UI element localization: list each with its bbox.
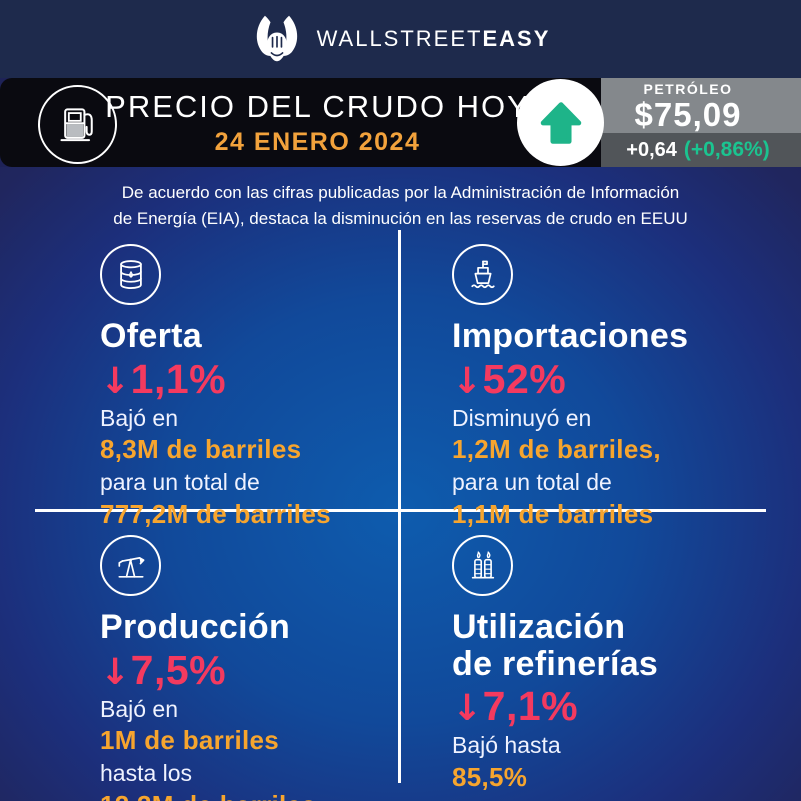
quadrant-importaciones: Importaciones ↓52% Disminuyó en 1,2M de …: [452, 244, 752, 530]
down-arrow-glyph: ↓: [100, 360, 131, 402]
up-arrow-badge: [517, 79, 604, 166]
down-arrow-glyph: ↓: [452, 688, 483, 730]
pump-jack-icon: [117, 556, 144, 578]
produccion-percent-value: 7,5%: [130, 646, 227, 693]
vertical-divider: [398, 230, 401, 783]
utilizacion-line: Bajó hasta: [452, 732, 561, 759]
utilizacion-percent-value: 7,1%: [482, 683, 579, 730]
ticker-price: $75,09: [634, 95, 742, 133]
main-content: De acuerdo con las cifras publicadas por…: [0, 167, 801, 801]
oferta-percent: ↓1,1%: [100, 355, 400, 402]
importaciones-line: para un total de: [452, 469, 612, 496]
brand-light: WALLSTREET: [316, 26, 483, 51]
ticker-commodity-label: PETRÓLEO: [643, 80, 733, 97]
ticker-change-row: +0,64 (+0,86%): [601, 133, 801, 167]
intro-text: De acuerdo con las cifras publicadas por…: [0, 167, 801, 233]
produccion-title: Producción: [100, 608, 291, 646]
refinery-icon: [471, 550, 494, 579]
oferta-highlight: 8,3M de barriles: [100, 434, 302, 465]
intro-line-1: De acuerdo con las cifras publicadas por…: [121, 183, 680, 202]
utilizacion-icon-ring: [452, 535, 513, 596]
importaciones-title: Importaciones: [452, 317, 689, 355]
gas-pump-badge: [38, 85, 117, 164]
produccion-line: hasta los: [100, 760, 193, 787]
importaciones-percent: ↓52%: [452, 355, 752, 402]
oferta-line: para un total de: [100, 469, 260, 496]
ticker-top: PETRÓLEO $75,09: [601, 78, 801, 133]
horizontal-divider: [35, 509, 766, 512]
brand-bold: EASY: [482, 26, 551, 51]
produccion-icon-ring: [100, 535, 161, 596]
produccion-line: Bajó en: [100, 695, 179, 722]
date-label: 24 ENERO 2024: [214, 127, 421, 156]
importaciones-icon-ring: [452, 244, 513, 305]
produccion-highlight: 1M de barriles: [100, 725, 280, 756]
importaciones-line: Disminuyó en: [452, 404, 592, 431]
up-arrow-icon: [540, 101, 581, 144]
quadrant-oferta: Oferta ↓1,1% Bajó en 8,3M de barriles pa…: [100, 244, 400, 530]
quadrant-produccion: Producción ↓7,5% Bajó en 1M de barriles …: [100, 535, 400, 801]
ticker-change-pct: (+0,86%): [683, 138, 770, 161]
brand-wordmark: WALLSTREETEASY: [317, 26, 551, 52]
produccion-highlight: 12,3M de barriles: [100, 790, 400, 801]
oferta-title: Oferta: [100, 317, 202, 355]
oferta-line: Bajó en: [100, 404, 179, 431]
intro-line-2: de Energía (EIA), destaca la disminución…: [113, 209, 688, 229]
cargo-ship-icon: [470, 260, 495, 288]
oferta-icon-ring: [100, 244, 161, 305]
utilizacion-highlight: 85,5%: [452, 762, 528, 793]
oferta-highlight: 777,2M de barriles: [100, 498, 331, 529]
ticker-change: +0,64: [626, 138, 677, 161]
title-banner: PRECIO DEL CRUDO HOY 24 ENERO 2024 PETRÓ…: [0, 78, 801, 167]
page-title: PRECIO DEL CRUDO HOY: [105, 88, 530, 124]
gas-pump-icon: [59, 107, 93, 141]
quadrant-utilizacion-refinerias: Utilización de refinerías ↓7,1% Bajó has…: [452, 535, 752, 793]
importaciones-percent-value: 52%: [482, 355, 567, 402]
price-ticker: PETRÓLEO $75,09 +0,64 (+0,86%): [601, 78, 801, 167]
importaciones-highlight: 1,1M de barriles: [452, 498, 654, 529]
utilizacion-title: Utilización de refinerías: [452, 608, 659, 683]
bull-fist-logo-icon: [256, 15, 297, 62]
importaciones-highlight: 1,2M de barriles,: [452, 434, 661, 465]
down-arrow-glyph: ↓: [452, 360, 483, 402]
utilizacion-percent: ↓7,1%: [452, 685, 752, 728]
oferta-percent-value: 1,1%: [130, 355, 227, 402]
brand-header: WALLSTREETEASY: [0, 0, 801, 78]
oil-barrel-icon: [119, 259, 142, 289]
produccion-percent: ↓7,5%: [100, 646, 400, 693]
banner-titles: PRECIO DEL CRUDO HOY 24 ENERO 2024: [105, 78, 528, 167]
down-arrow-glyph: ↓: [100, 651, 131, 693]
